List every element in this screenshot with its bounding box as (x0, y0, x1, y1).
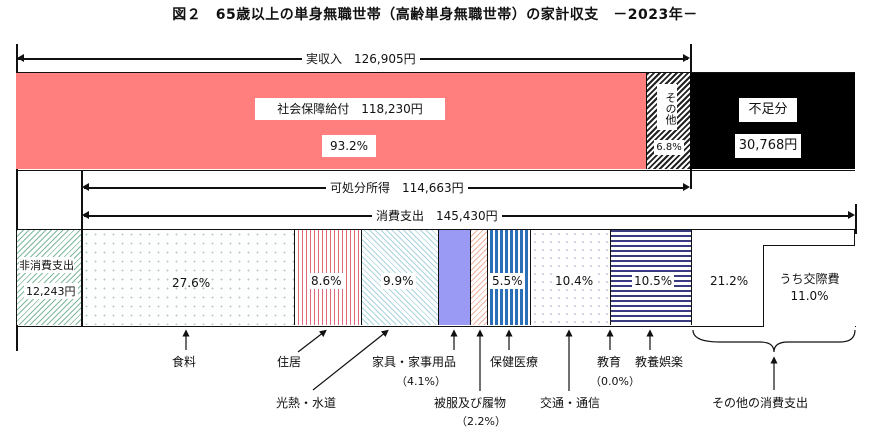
arrow-head-right (683, 54, 690, 62)
others-pct: 21.2% (708, 273, 751, 289)
consumption-right-edge (855, 204, 857, 234)
caption-others: その他の消費支出 (712, 396, 809, 410)
social-security-pct: 93.2% (322, 135, 376, 157)
disposable-income-label: 可処分所得 114,663円 (326, 179, 468, 196)
caption-transport: 交通・通信 (540, 396, 601, 410)
medical-pct: 5.5% (490, 273, 525, 289)
deficit-value: 30,768円 (735, 134, 801, 158)
caption-food: 食料 (172, 355, 197, 369)
non-consumption-value: 12,243円 (24, 283, 78, 299)
housing-pct: 8.6% (309, 273, 344, 289)
other-income-pct: 6.8% (654, 140, 684, 155)
caption-furniture: 家具・家事用品 (372, 355, 457, 369)
social-expense-pct: 11.0% (790, 289, 829, 303)
social-expense-box: うち交際費 11.0% (763, 245, 855, 327)
caption-housing: 住居 (277, 355, 302, 369)
non-consumption-segment (16, 230, 81, 325)
caption-clothing-pct: （2.2%） (456, 415, 506, 428)
arrow-head-left (82, 211, 89, 219)
caption-education-pct: （0.0%） (590, 375, 640, 388)
consumption-label: 消費支出 145,430円 (372, 207, 502, 224)
other-income-label: その他 (657, 84, 677, 130)
clothing-segment (470, 230, 487, 325)
deficit-label: 不足分 (739, 98, 797, 122)
food-segment (81, 230, 294, 325)
furniture-segment (438, 230, 470, 325)
culture-pct: 10.5% (632, 273, 675, 289)
caption-utilities: 光熱・水道 (276, 396, 337, 410)
arrow-head-left (82, 183, 89, 191)
non-consumption-label: 非消費支出 (19, 257, 74, 273)
other-income-text: その他 (664, 91, 677, 125)
caption-medical: 保健医療 (490, 355, 539, 369)
chart-title: 図２ 65歳以上の単身無職世帯（高齢単身無職世帯）の家計収支 －2023年－ (172, 7, 698, 23)
caption-clothing: 被服及び履物 (434, 396, 507, 410)
transport-pct: 10.4% (553, 273, 596, 289)
actual-income-label: 実収入 126,905円 (302, 50, 420, 67)
caption-furniture-pct: （4.1%） (396, 375, 446, 388)
utilities-pct: 9.9% (381, 273, 416, 289)
caption-culture: 教養娯楽 (635, 355, 684, 369)
social-expense-label: うち交際費 (779, 272, 840, 286)
arrow-head-right (683, 183, 690, 191)
arrow-head-left (17, 54, 24, 62)
caption-education: 教育 (597, 355, 622, 369)
arrow-head-right (848, 211, 855, 219)
disposable-left-edge (81, 171, 83, 229)
expenditure-mid-edge (81, 229, 83, 327)
social-security-label: 社会保障給付 118,230円 (255, 98, 445, 120)
food-pct: 27.6% (172, 276, 211, 290)
